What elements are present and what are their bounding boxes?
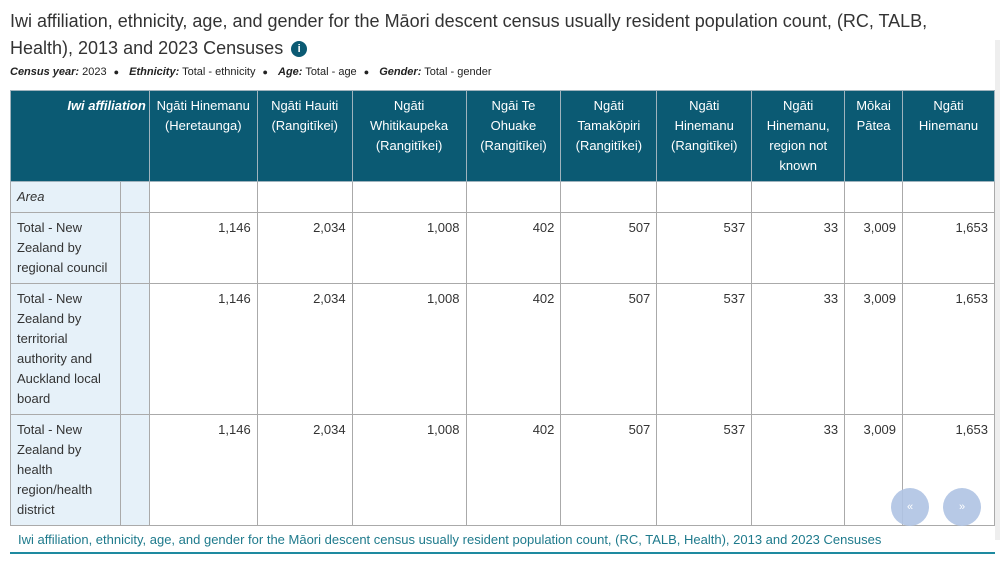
cell (256, 181, 353, 213)
value-cell: 537 (656, 283, 753, 415)
value-cell: 2,034 (256, 414, 353, 526)
cell (351, 181, 467, 213)
page-title: Iwi affiliation, ethnicity, age, and gen… (10, 8, 970, 62)
collapse-button[interactable]: « (891, 488, 929, 526)
column-header: Mōkai Pātea (844, 90, 904, 182)
value-cell: 402 (465, 283, 562, 415)
filter-label: Census year: (10, 66, 80, 78)
value-cell: 1,653 (902, 212, 995, 284)
corner-header: Iwi affiliation (10, 90, 150, 182)
value-cell: 507 (560, 283, 658, 415)
value-cell: 402 (465, 414, 562, 526)
value-cell: 1,008 (351, 414, 467, 526)
cell (148, 181, 258, 213)
table-row: Total - New Zealand by health region/hea… (10, 414, 995, 526)
value-cell: 33 (751, 212, 846, 284)
cell (656, 181, 753, 213)
cell (119, 181, 150, 213)
filter-label: Ethnicity: (129, 66, 180, 78)
filter-value: Total - gender (424, 66, 492, 78)
filter-label: Age: (278, 66, 303, 78)
value-cell: 3,009 (844, 283, 904, 415)
cell (119, 283, 150, 415)
value-cell: 507 (560, 414, 658, 526)
value-cell: 1,146 (148, 283, 258, 415)
value-cell: 1,008 (351, 212, 467, 284)
cell (844, 181, 904, 213)
row-header: Total - New Zealand by health region/hea… (10, 414, 121, 526)
value-cell: 537 (656, 212, 753, 284)
column-header: Ngāti Whitikaupeka (Rangitīkei) (351, 90, 467, 182)
divider (10, 552, 995, 554)
cell (751, 181, 846, 213)
value-cell: 402 (465, 212, 562, 284)
cell (560, 181, 658, 213)
value-cell: 507 (560, 212, 658, 284)
filter-value: 2023 (82, 66, 107, 78)
value-cell: 3,009 (844, 212, 904, 284)
filter-summary: Census year: 2023 ● Ethnicity: Total - et… (10, 66, 492, 78)
column-header: Ngāti Hauiti (Rangitīkei) (256, 90, 353, 182)
column-header: Ngāti Hinemanu (Heretaunga) (148, 90, 258, 182)
value-cell: 1,146 (148, 212, 258, 284)
column-header: Ngāti Hinemanu (Rangitīkei) (656, 90, 753, 182)
value-cell: 2,034 (256, 212, 353, 284)
column-header: Ngāti Tamakōpiri (Rangitīkei) (560, 90, 658, 182)
table-caption: Iwi affiliation, ethnicity, age, and gen… (18, 532, 882, 547)
table-row: Total - New Zealand by territorial autho… (10, 283, 995, 415)
row-header: Total - New Zealand by territorial autho… (10, 283, 121, 415)
value-cell: 2,034 (256, 283, 353, 415)
filter-label: Gender: (379, 66, 422, 78)
cell (119, 414, 150, 526)
page-content: Iwi affiliation, ethnicity, age, and gen… (10, 8, 995, 554)
value-cell: 33 (751, 414, 846, 526)
info-icon[interactable]: i (291, 41, 308, 57)
column-header: Ngāi Te Ohuake (Rangitīkei) (465, 90, 562, 182)
column-header: Ngāti Hinemanu, region not known (751, 90, 846, 182)
row-header: Total - New Zealand by regional council (10, 212, 121, 284)
value-cell: 1,146 (148, 414, 258, 526)
table-row: Total - New Zealand by regional council 1… (10, 212, 995, 284)
data-table: Iwi affiliation Ngāti Hinemanu (Heretaung… (10, 90, 995, 526)
scrollbar[interactable] (995, 40, 1000, 540)
cell (119, 212, 150, 284)
area-label: Area (10, 181, 121, 213)
cell (465, 181, 562, 213)
title-text: Iwi affiliation, ethnicity, age, and gen… (10, 11, 928, 58)
scroll-top-button[interactable]: » (943, 488, 981, 526)
value-cell: 1,653 (902, 283, 995, 415)
column-header: Ngāti Hinemanu (902, 90, 995, 182)
value-cell: 537 (656, 414, 753, 526)
cell (902, 181, 995, 213)
value-cell: 33 (751, 283, 846, 415)
value-cell: 1,008 (351, 283, 467, 415)
filter-value: Total - ethnicity (182, 66, 256, 78)
filter-value: Total - age (305, 66, 357, 78)
